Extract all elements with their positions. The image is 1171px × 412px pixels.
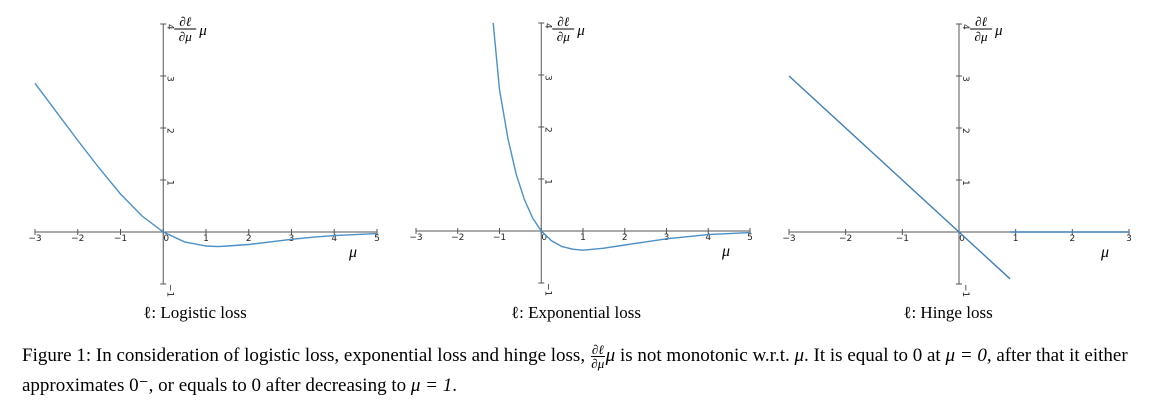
y-axis-label-den: ∂μ — [179, 29, 192, 44]
y-tick-label: 1 — [960, 180, 970, 186]
caption-middle-4: , or equals to 0 after decreasing to — [148, 375, 407, 396]
y-tick-label: 1 — [164, 180, 174, 186]
x-tick-label: −2 — [71, 234, 84, 244]
y-tick-label: 4 — [960, 24, 970, 30]
panel-caption-hinge: ℓ: Hinge loss — [903, 303, 992, 323]
caption-frac-denominator: ∂μ — [591, 356, 605, 372]
x-tick-label: −1 — [493, 233, 506, 243]
x-tick-label: 5 — [374, 234, 380, 244]
y-axis-label-den: ∂μ — [975, 29, 988, 44]
x-tick-label: 1 — [580, 233, 586, 243]
y-tick-label: 1 — [542, 179, 552, 185]
x-tick-label: 2 — [1069, 234, 1075, 244]
y-axis-label-den: ∂μ — [557, 29, 570, 44]
x-tick-label: 4 — [705, 233, 711, 243]
caption-derivative-fraction: ∂ℓ ∂μ — [590, 342, 605, 372]
caption-eq-2: μ = 1 — [410, 375, 453, 396]
caption-prefix: Figure 1: In consideration of logistic l… — [22, 345, 586, 366]
x-tick-label: 2 — [622, 233, 628, 243]
hinge-loss-panel: −3 −2 −1 0 1 2 3 −1 1 2 3 4 μ ∂ℓ∂μ μ — [782, 14, 1132, 297]
panel-caption-logistic-text: ℓ: Logistic loss — [143, 303, 247, 322]
y-tick-label: 2 — [960, 128, 970, 134]
y-tick-label: −1 — [164, 284, 174, 297]
x-tick-label: −1 — [114, 234, 127, 244]
y-tick-label: −1 — [542, 283, 552, 296]
x-axis-label: μ — [1100, 244, 1109, 261]
panel-caption-logistic: ℓ: Logistic loss — [143, 303, 247, 323]
x-tick-label: 4 — [331, 234, 337, 244]
x-tick-label: 0 — [163, 234, 169, 244]
panel-caption-exponential-text: ℓ: Exponential loss — [511, 303, 641, 322]
x-tick-label: 0 — [541, 233, 547, 243]
y-tick-label: 3 — [542, 75, 552, 81]
x-tick-label: −3 — [28, 234, 41, 244]
caption-mu-2: μ — [794, 345, 805, 366]
caption-zero-minus: 0⁻ — [129, 375, 149, 396]
y-axis-label-num: ∂ℓ — [975, 14, 987, 29]
x-tick-label: 2 — [246, 234, 252, 244]
x-tick-label: −3 — [782, 234, 795, 244]
x-tick-label: 5 — [747, 233, 753, 243]
x-tick-label: −1 — [896, 234, 909, 244]
x-tick-label: 0 — [959, 234, 965, 244]
x-tick-label: 1 — [1013, 234, 1019, 244]
y-axis-label-mu: μ — [994, 23, 1003, 39]
series-line-0 — [788, 75, 1011, 280]
caption-eq-1: μ = 0 — [945, 345, 987, 366]
series-line-0 — [492, 22, 751, 251]
y-axis-label-mu: μ — [198, 23, 207, 39]
panel-caption-hinge-text: ℓ: Hinge loss — [903, 303, 993, 322]
x-tick-label: −2 — [839, 234, 852, 244]
caption-middle-3: , after that it either approximates — [22, 345, 1128, 396]
y-tick-label: 3 — [960, 76, 970, 82]
y-tick-label: 3 — [164, 76, 174, 82]
y-tick-label: 2 — [542, 127, 552, 133]
y-axis-label-num: ∂ℓ — [179, 14, 191, 29]
y-tick-label: 4 — [164, 24, 174, 30]
x-tick-label: −2 — [451, 233, 464, 243]
series-line-0 — [34, 82, 378, 248]
caption-middle-2: . It is equal to 0 at — [804, 345, 941, 366]
figure-caption: Figure 1: In consideration of logistic l… — [22, 341, 1152, 401]
caption-middle-1: is not monotonic w.r.t. — [619, 345, 790, 366]
caption-suffix: . — [452, 375, 457, 396]
y-tick-label: −1 — [960, 284, 970, 297]
x-axis-label: μ — [348, 244, 357, 261]
y-axis-label-num: ∂ℓ — [557, 14, 569, 29]
caption-frac-numerator: ∂ℓ — [590, 342, 605, 358]
y-axis-label: ∂ℓ∂μ μ — [174, 14, 207, 44]
x-tick-label: 3 — [1126, 234, 1132, 244]
caption-mu-1: μ — [605, 345, 616, 366]
x-tick-label: 3 — [664, 233, 670, 243]
y-axis-label: ∂ℓ∂μ μ — [970, 14, 1003, 44]
y-axis-label: ∂ℓ∂μ μ — [552, 14, 585, 44]
y-tick-label: 4 — [542, 23, 552, 29]
x-tick-label: −3 — [409, 233, 422, 243]
panel-caption-exponential: ℓ: Exponential loss — [511, 303, 641, 323]
y-axis-label-mu: μ — [576, 23, 585, 39]
x-axis-label: μ — [721, 243, 730, 260]
x-tick-label: 1 — [203, 234, 209, 244]
y-tick-label: 2 — [164, 128, 174, 134]
